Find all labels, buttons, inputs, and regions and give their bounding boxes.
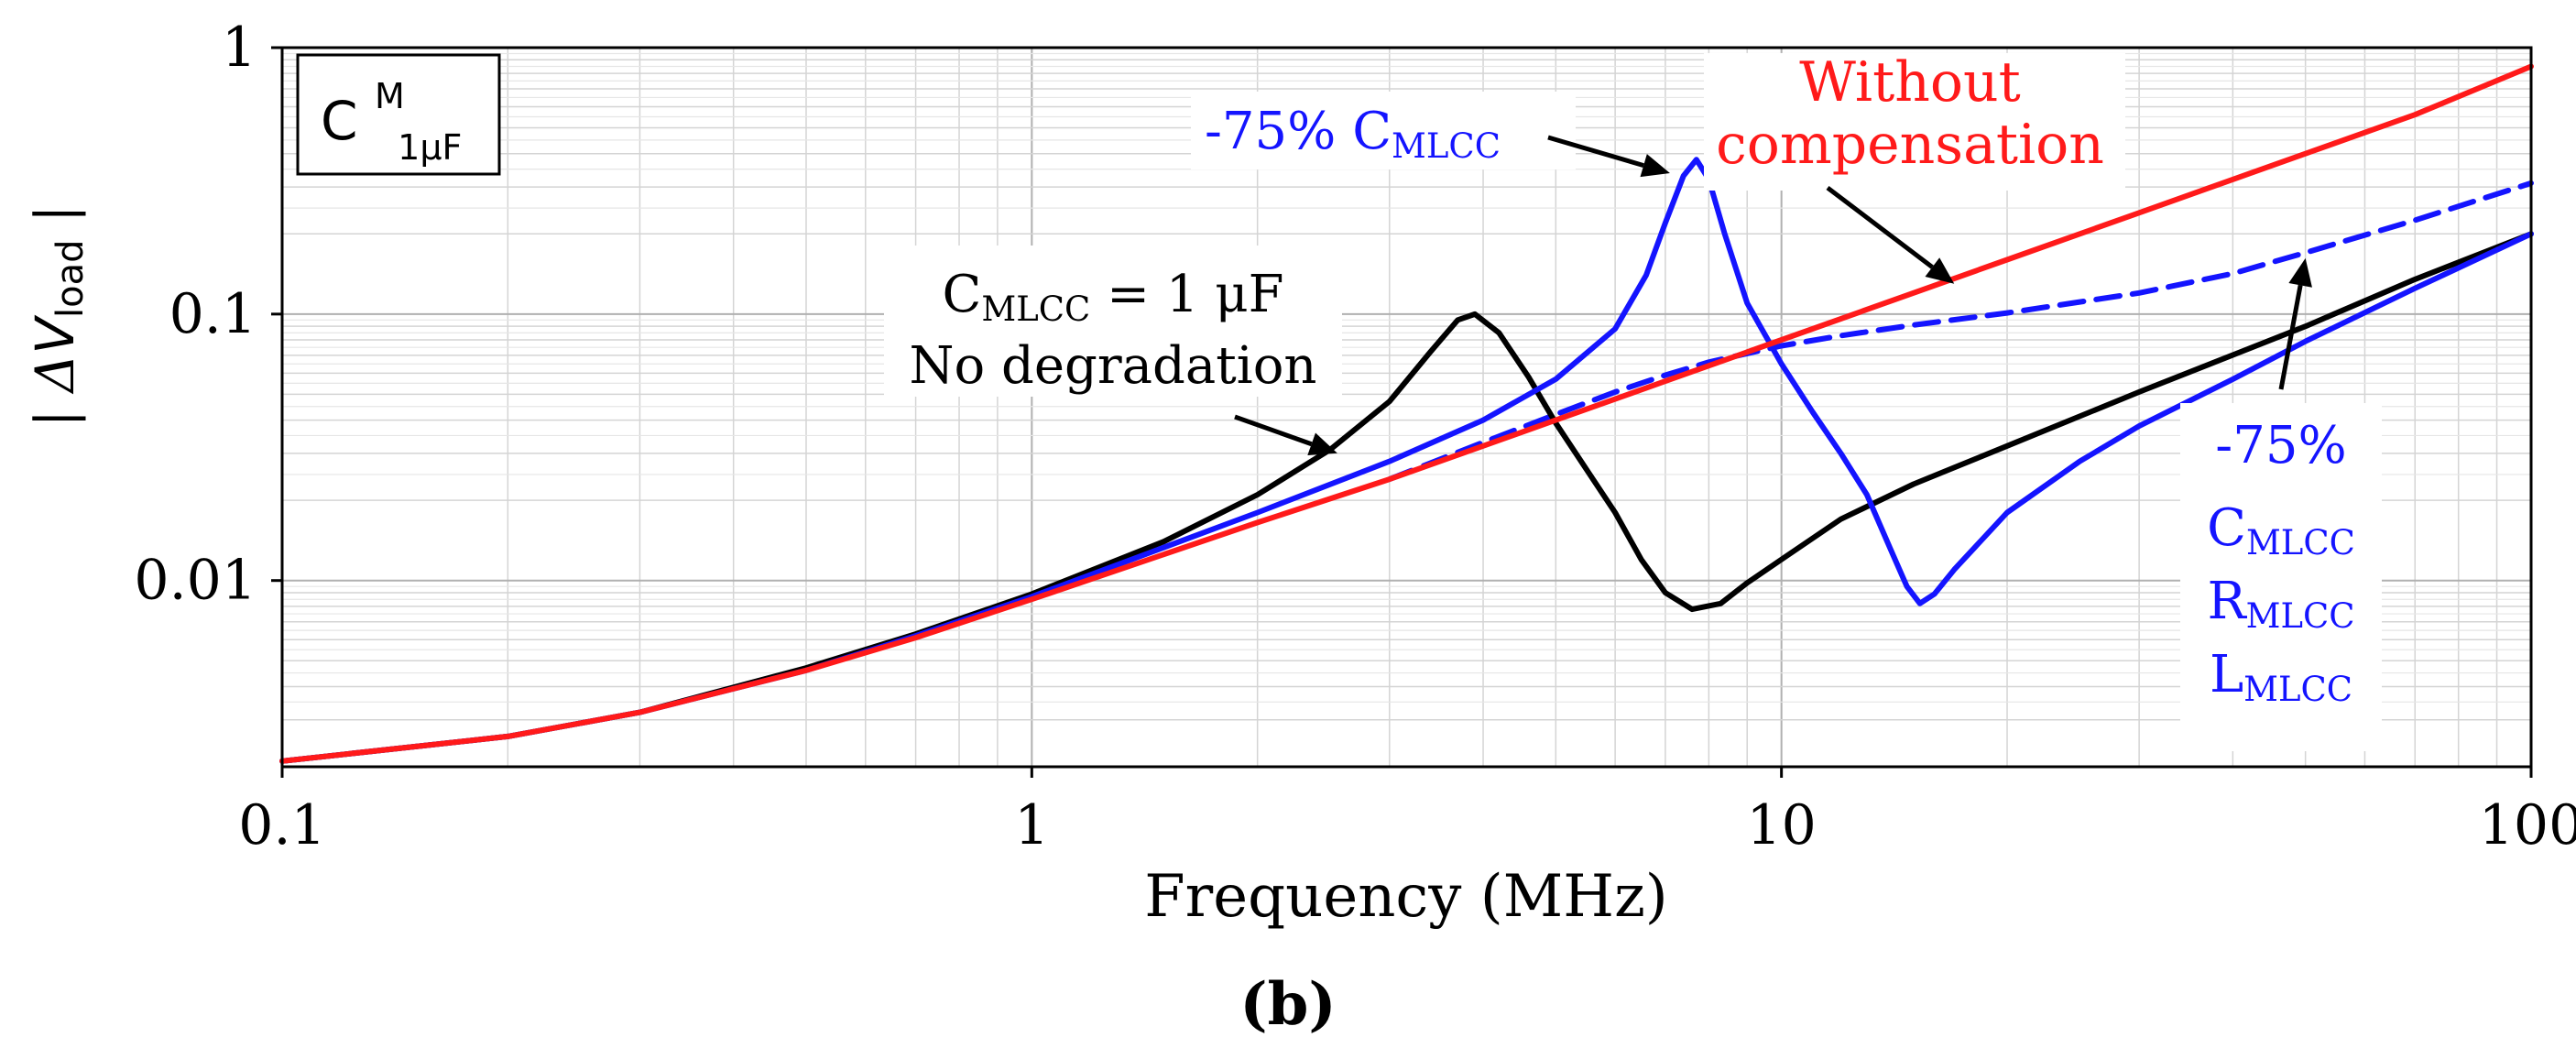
annotation-arrow-without-comp-shaft <box>1826 186 1934 269</box>
annotation-arrow-minus75-c-head <box>1640 154 1670 178</box>
plot-series <box>279 63 2534 764</box>
annotation-compensation: compensation <box>1716 113 2104 177</box>
series-line-0 <box>279 63 2534 764</box>
annotation-no-degradation: No degradation <box>910 336 1317 396</box>
x-tick-label: 0.1 <box>238 793 325 857</box>
annotation-minus75-c: -75% CMLCC <box>1205 102 1501 166</box>
annotation-arrow-without-comp-head <box>1925 257 1955 284</box>
annotation-bg <box>884 246 1342 397</box>
y-tick-label: 0.1 <box>169 282 257 346</box>
legend-sup: M <box>375 76 405 116</box>
svg-text:C M 1μF: C M 1μF <box>321 59 462 168</box>
legend-base: C <box>321 90 358 152</box>
annotation-l-mlcc: LMLCC <box>2210 645 2352 709</box>
annotation-r-mlcc: RMLCC <box>2207 572 2354 636</box>
x-axis-label: Frequency (MHz) <box>1144 863 1668 931</box>
annotation-arrow-no-degradation-head <box>1307 432 1337 455</box>
x-tick-label: 10 <box>1746 793 1816 857</box>
annotation-bg <box>1704 53 2125 191</box>
axis-ticks: 0.1 1 10 100 0.01 0.1 1 <box>134 16 2576 857</box>
x-tick-label: 1 <box>1014 793 1049 857</box>
annotation-c-mlcc: CMLCC <box>2207 498 2355 562</box>
annotation-bg <box>1191 92 1576 169</box>
legend-box: C M 1μF <box>296 53 501 176</box>
series-line-3 <box>1386 180 2534 483</box>
y-axis-label: | ΔVload | <box>24 204 92 427</box>
annotation-arrow-minus75-crl-shaft <box>2278 284 2303 390</box>
figure-caption: (b) <box>1239 970 1336 1039</box>
annotation-without: Without <box>1799 50 2020 115</box>
legend-sub: 1μF <box>398 127 462 168</box>
x-tick-label: 100 <box>2479 793 2576 857</box>
y-tick-label: 1 <box>222 16 257 80</box>
annotation-bg <box>2180 403 2382 751</box>
annotation-arrow-no-degradation-shaft <box>1234 414 1313 447</box>
plot-frame <box>280 46 2533 769</box>
annotation-cmlcc-1uf: CMLCC = 1 μF <box>943 265 1284 329</box>
annotation-minus75: -75% <box>2215 416 2346 475</box>
annotation-arrow-minus75-c-shaft <box>1547 135 1644 168</box>
y-tick-label: 0.01 <box>134 549 257 613</box>
annotation-arrow-minus75-crl-head <box>2288 257 2312 288</box>
series-line-2 <box>279 157 2534 764</box>
